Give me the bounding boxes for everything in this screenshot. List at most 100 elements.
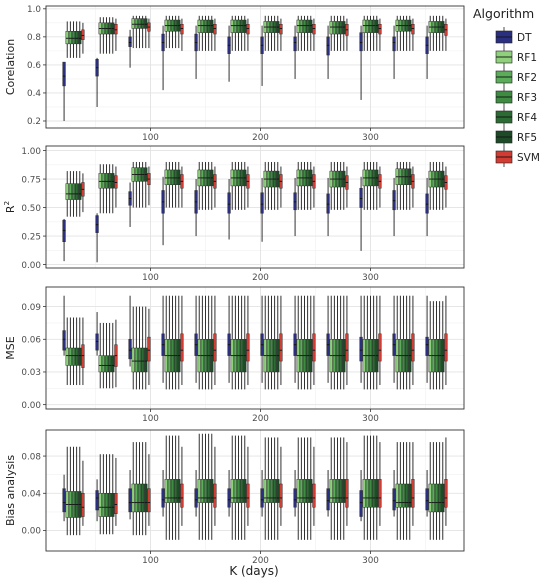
box-RF1-240 <box>296 161 300 210</box>
box-body <box>104 493 109 517</box>
box-body <box>299 19 303 33</box>
box-RF3-360 <box>434 442 439 540</box>
box-SVM-270 <box>345 295 349 386</box>
box-RF4-150 <box>207 295 211 390</box>
box-RF5-360 <box>441 15 445 51</box>
box-body <box>326 193 330 214</box>
box-RF5-60 <box>111 17 115 54</box>
box-DT-330 <box>392 470 396 517</box>
box-RF5-210 <box>276 161 280 210</box>
box-body <box>137 347 142 373</box>
legend-item-rf4: RF4 <box>495 107 537 127</box>
box-SVM-30 <box>81 460 85 526</box>
box-body <box>227 488 231 508</box>
box-body <box>230 19 234 33</box>
box-body <box>78 347 82 366</box>
box-body <box>326 36 330 56</box>
box-SVM-210 <box>279 446 283 526</box>
box-body <box>279 24 283 35</box>
panel-border <box>45 286 465 410</box>
y-tick-label: 0.03 <box>21 368 41 378</box>
box-body <box>411 24 415 35</box>
box-body <box>401 483 406 508</box>
box-body <box>266 479 270 503</box>
box-RF3-210 <box>269 295 274 390</box>
box-body <box>144 483 148 513</box>
box-body <box>177 479 181 503</box>
box-DT-270 <box>326 25 330 79</box>
box-RF3-120 <box>170 161 175 208</box>
box-body <box>108 493 112 517</box>
box-RF1-270 <box>329 437 333 540</box>
box-body <box>425 488 429 511</box>
box-RF3-60 <box>104 164 109 214</box>
box-RF2-240 <box>299 437 303 540</box>
x-tick-label: 200 <box>252 414 269 424</box>
panel-background <box>46 146 464 268</box>
box-SVM-240 <box>312 166 316 208</box>
box-body <box>227 192 231 214</box>
box-RF1-90 <box>131 442 135 536</box>
box-RF4-150 <box>207 161 211 210</box>
box-SVM-360 <box>444 18 448 51</box>
box-body <box>359 490 363 517</box>
box-RF1-210 <box>263 295 267 390</box>
box-body <box>111 355 115 373</box>
box-body <box>392 36 396 52</box>
box-RF5-90 <box>144 161 148 208</box>
box-DT-270 <box>326 295 330 383</box>
box-RF2-180 <box>233 435 237 540</box>
box-body <box>62 330 66 351</box>
box-RF1-180 <box>230 15 234 51</box>
box-RF1-120 <box>164 15 168 49</box>
box-RF2-120 <box>167 435 171 540</box>
box-SVM-180 <box>246 446 250 526</box>
box-body <box>236 479 241 503</box>
box-DT-180 <box>227 470 231 517</box>
box-body <box>164 169 168 185</box>
box-DT-90 <box>128 470 132 520</box>
box-body <box>444 479 448 508</box>
box-body <box>392 488 396 511</box>
box-body <box>359 187 363 208</box>
box-RF2-90 <box>134 15 138 49</box>
box-SVM-240 <box>312 446 316 526</box>
y-tick-label: 0.06 <box>21 335 41 345</box>
x-tick-label: 100 <box>142 133 159 143</box>
panel-4: 0.00 0.04 0.08 100 200 300 Bias analysis <box>4 429 465 566</box>
legend-label: RF1 <box>517 52 537 64</box>
box-RF1-210 <box>263 437 267 540</box>
box-body <box>368 19 373 33</box>
box-SVM-150 <box>213 295 217 386</box>
box-RF1-330 <box>395 15 399 51</box>
box-SVM-180 <box>246 166 250 208</box>
box-RF3-60 <box>104 17 109 54</box>
box-RF5-90 <box>144 15 148 49</box>
box-RF4-360 <box>438 15 442 51</box>
box-RF2-180 <box>233 295 237 390</box>
box-RF5-270 <box>342 295 346 390</box>
box-RF3-120 <box>170 15 175 49</box>
box-RF4-240 <box>306 295 310 390</box>
box-body <box>293 192 297 211</box>
box-RF4-300 <box>372 15 376 51</box>
box-SVM-120 <box>180 18 184 51</box>
box-body <box>147 336 151 362</box>
box-body <box>147 488 151 513</box>
box-RF5-60 <box>111 322 115 389</box>
box-DT-210 <box>260 177 264 242</box>
box-SVM-360 <box>444 166 448 208</box>
y-tick-label: 1.0 <box>27 5 41 15</box>
box-RF5-30 <box>78 21 82 58</box>
box-RF1-210 <box>263 161 267 210</box>
box-body <box>441 483 445 513</box>
x-tick-label: 300 <box>362 273 379 283</box>
legend-label: RF4 <box>517 112 537 124</box>
box-SVM-30 <box>81 317 85 386</box>
box-body <box>243 19 247 33</box>
legend-item-rf3: RF3 <box>495 87 537 107</box>
legend-label: DT <box>517 32 532 44</box>
box-RF2-150 <box>200 433 204 540</box>
box-RF2-120 <box>167 295 171 390</box>
